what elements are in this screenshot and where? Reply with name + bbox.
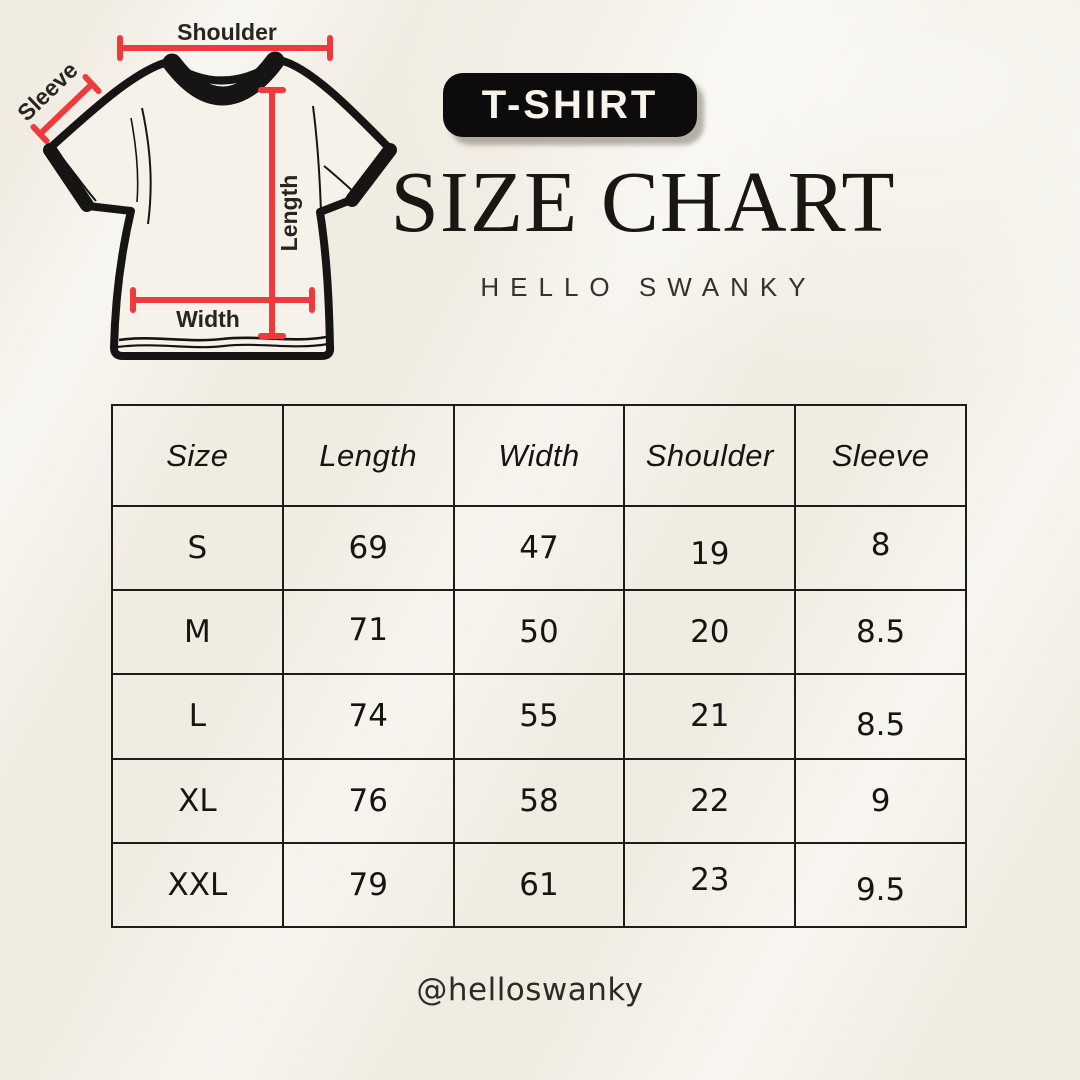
cell-length: 79 bbox=[281, 841, 455, 929]
table-row-l: L 74 55 21 8.5 bbox=[111, 673, 967, 760]
cell-shoulder: 21 bbox=[623, 673, 797, 760]
cell-sleeve: 9 bbox=[794, 757, 967, 844]
tshirt-illustration: Shoulder Width Length Sleeve bbox=[12, 19, 397, 360]
cell-width: 58 bbox=[452, 757, 626, 844]
cell-sleeve: 8.5 bbox=[794, 589, 967, 676]
cell-size: L bbox=[111, 673, 284, 760]
tshirt-diagram: Shoulder Width Length Sleeve bbox=[0, 0, 420, 400]
badge-label: T-SHIRT bbox=[481, 82, 659, 127]
cell-size: S bbox=[111, 504, 284, 592]
cell-width: 50 bbox=[452, 589, 626, 676]
cell-sleeve: 8 bbox=[794, 504, 967, 592]
table-header-row: Size Length Width Shoulder Sleeve bbox=[111, 404, 967, 507]
cell-width: 55 bbox=[452, 673, 626, 760]
page-title: SIZE CHART bbox=[390, 153, 896, 250]
cell-shoulder: 22 bbox=[623, 757, 797, 844]
cell-shoulder: 20 bbox=[623, 589, 797, 676]
cell-sleeve: 9.5 bbox=[794, 841, 967, 929]
header-cell-shoulder: Shoulder bbox=[623, 404, 797, 507]
length-label: Length bbox=[276, 175, 302, 252]
cell-length: 76 bbox=[281, 757, 455, 844]
header-cell-sleeve: Sleeve bbox=[794, 404, 967, 507]
header-cell-size: Size bbox=[111, 404, 284, 507]
cell-length: 74 bbox=[281, 673, 455, 760]
cell-sleeve: 8.5 bbox=[794, 673, 967, 760]
footer-handle: @helloswanky bbox=[416, 972, 644, 1008]
cell-length: 71 bbox=[281, 589, 455, 676]
shoulder-label: Shoulder bbox=[177, 19, 277, 45]
cell-size: M bbox=[111, 589, 284, 676]
size-chart-table: Size Length Width Shoulder Sleeve S 69 4… bbox=[111, 404, 967, 929]
table-row-s: S 69 47 19 8 bbox=[111, 504, 967, 592]
width-label: Width bbox=[176, 306, 240, 332]
cell-width: 47 bbox=[452, 504, 626, 592]
cell-shoulder: 19 bbox=[623, 504, 797, 592]
header-cell-width: Width bbox=[452, 404, 626, 507]
brand-subtitle: HELLO SWANKY bbox=[480, 272, 817, 302]
cell-size: XL bbox=[111, 757, 284, 844]
sleeve-label: Sleeve bbox=[12, 57, 83, 126]
cell-shoulder: 23 bbox=[623, 841, 797, 929]
cell-length: 69 bbox=[281, 504, 455, 592]
table-row-xl: XL 76 58 22 9 bbox=[111, 757, 967, 844]
header-cell-length: Length bbox=[281, 404, 455, 507]
cell-width: 61 bbox=[452, 841, 626, 929]
tshirt-badge: T-SHIRT bbox=[443, 73, 697, 137]
table-row-m: M 71 50 20 8.5 bbox=[111, 589, 967, 676]
cell-size: XXL bbox=[111, 841, 284, 929]
table-row-xxl: XXL 79 61 23 9.5 bbox=[111, 841, 967, 929]
